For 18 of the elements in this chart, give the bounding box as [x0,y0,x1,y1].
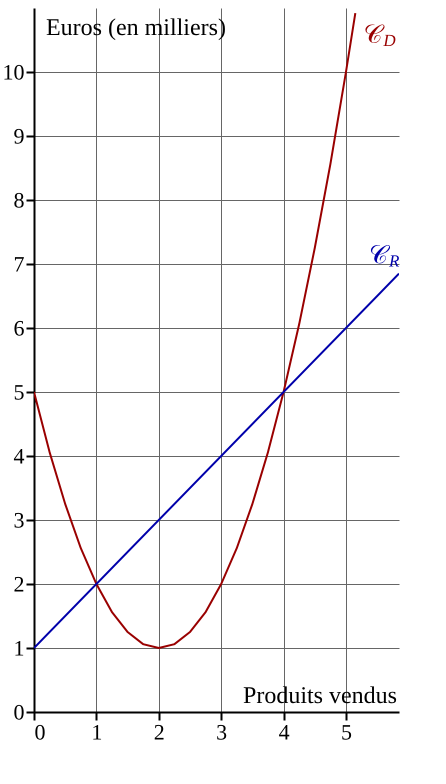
x-tick-label: 2 [154,720,165,744]
x-tick-label: 3 [216,720,228,744]
y-tick-label: 10 [2,60,24,84]
y-tick-label: 1 [14,636,24,660]
x-tick-label: 5 [340,720,352,744]
y-tick-label: 7 [14,252,24,276]
y-tick-label: 0 [14,700,24,724]
line-series [34,12,356,649]
y-tick-label: 9 [14,124,24,148]
x-tick-label: 0 [34,720,46,744]
y-tick-label: 8 [14,188,24,212]
y-tick-label: 6 [14,316,24,340]
y-tick-label: 2 [14,572,24,596]
y-tick-label: 4 [14,444,24,468]
x-tick-label: 4 [278,720,290,744]
x-tick-label: 1 [91,720,102,744]
y-tick-label: 3 [14,508,24,532]
y-tick-label: 5 [14,380,24,404]
